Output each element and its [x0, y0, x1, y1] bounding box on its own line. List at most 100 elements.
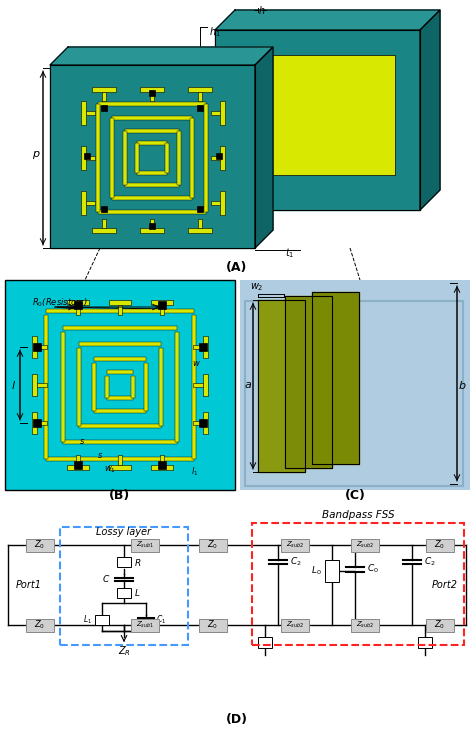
Text: $C_0$: $C_0$: [367, 562, 379, 575]
Bar: [110, 118, 114, 198]
Bar: [137, 141, 167, 145]
Bar: [46, 457, 194, 461]
Bar: [160, 455, 164, 465]
Bar: [140, 87, 164, 92]
Bar: [193, 383, 203, 387]
Bar: [220, 101, 225, 125]
Bar: [220, 146, 225, 170]
Bar: [81, 146, 86, 170]
Bar: [86, 111, 95, 115]
Bar: [240, 55, 395, 175]
Text: $Z_0$: $Z_0$: [35, 619, 46, 632]
Bar: [151, 300, 173, 305]
Bar: [190, 118, 194, 198]
Bar: [188, 87, 212, 92]
Bar: [44, 315, 48, 459]
Bar: [118, 455, 122, 465]
Text: $Z_{sub1}$: $Z_{sub1}$: [136, 540, 154, 550]
Bar: [117, 557, 131, 567]
Bar: [105, 376, 109, 398]
Text: $C_2$: $C_2$: [290, 556, 301, 568]
Text: $L_1$: $L_1$: [83, 614, 92, 626]
Text: $C_2$: $C_2$: [424, 556, 436, 568]
Bar: [63, 326, 177, 330]
Text: $R$: $R$: [134, 557, 141, 568]
Bar: [198, 92, 202, 101]
Text: $a$: $a$: [244, 380, 252, 390]
Bar: [26, 619, 54, 632]
Bar: [32, 336, 37, 358]
Bar: [131, 619, 159, 632]
Bar: [94, 357, 146, 361]
Bar: [37, 345, 47, 349]
Text: $Z_{sub2}$: $Z_{sub2}$: [356, 540, 374, 550]
Bar: [74, 461, 82, 469]
Bar: [258, 637, 272, 648]
Bar: [109, 300, 131, 305]
Bar: [37, 383, 47, 387]
Bar: [325, 560, 339, 582]
Bar: [46, 309, 194, 313]
Bar: [220, 191, 225, 215]
Bar: [160, 305, 164, 315]
Bar: [125, 129, 179, 133]
Bar: [193, 421, 203, 425]
Bar: [81, 101, 86, 125]
Text: $h_1$: $h_1$: [209, 25, 221, 39]
Text: Lossy layer: Lossy layer: [97, 527, 152, 537]
Bar: [211, 111, 220, 115]
Text: $w$: $w$: [191, 359, 201, 368]
Text: $L_2$: $L_2$: [420, 636, 429, 648]
Bar: [177, 131, 181, 185]
Bar: [101, 206, 107, 212]
Bar: [92, 363, 96, 411]
Bar: [37, 421, 47, 425]
Bar: [63, 440, 177, 444]
Text: $s$: $s$: [79, 436, 85, 446]
Polygon shape: [50, 47, 273, 65]
Text: $w_1$: $w_1$: [104, 465, 116, 476]
Bar: [86, 156, 95, 160]
Bar: [102, 92, 106, 101]
Bar: [109, 465, 131, 470]
Bar: [81, 191, 86, 215]
Bar: [150, 219, 154, 228]
Bar: [175, 332, 179, 442]
Text: Port2: Port2: [432, 580, 458, 590]
Bar: [188, 228, 212, 233]
Bar: [118, 305, 122, 315]
Text: $L$: $L$: [134, 588, 140, 599]
Bar: [216, 153, 222, 159]
Bar: [211, 201, 220, 205]
Bar: [32, 412, 37, 434]
Text: $Z_R$: $Z_R$: [118, 644, 130, 658]
Bar: [192, 315, 196, 459]
Bar: [203, 374, 208, 396]
Bar: [86, 201, 95, 205]
Bar: [137, 171, 167, 175]
Bar: [135, 143, 139, 173]
Text: $Z_{sub1}$: $Z_{sub1}$: [136, 620, 154, 630]
Bar: [144, 363, 148, 411]
Bar: [158, 301, 166, 309]
Bar: [151, 465, 173, 470]
Text: $Z_0$: $Z_0$: [35, 539, 46, 551]
Bar: [426, 619, 454, 632]
Bar: [92, 228, 116, 233]
Bar: [204, 104, 208, 212]
Polygon shape: [215, 30, 420, 210]
Text: $l$: $l$: [11, 379, 17, 391]
Bar: [98, 102, 206, 106]
Bar: [117, 588, 131, 598]
Bar: [67, 300, 89, 305]
Bar: [95, 615, 109, 625]
Bar: [199, 539, 227, 552]
Bar: [32, 374, 37, 396]
Bar: [112, 196, 192, 200]
Polygon shape: [285, 296, 332, 468]
Text: Port1: Port1: [16, 580, 42, 590]
Bar: [76, 305, 80, 315]
Bar: [94, 409, 146, 413]
Bar: [150, 92, 154, 101]
Bar: [131, 376, 135, 398]
